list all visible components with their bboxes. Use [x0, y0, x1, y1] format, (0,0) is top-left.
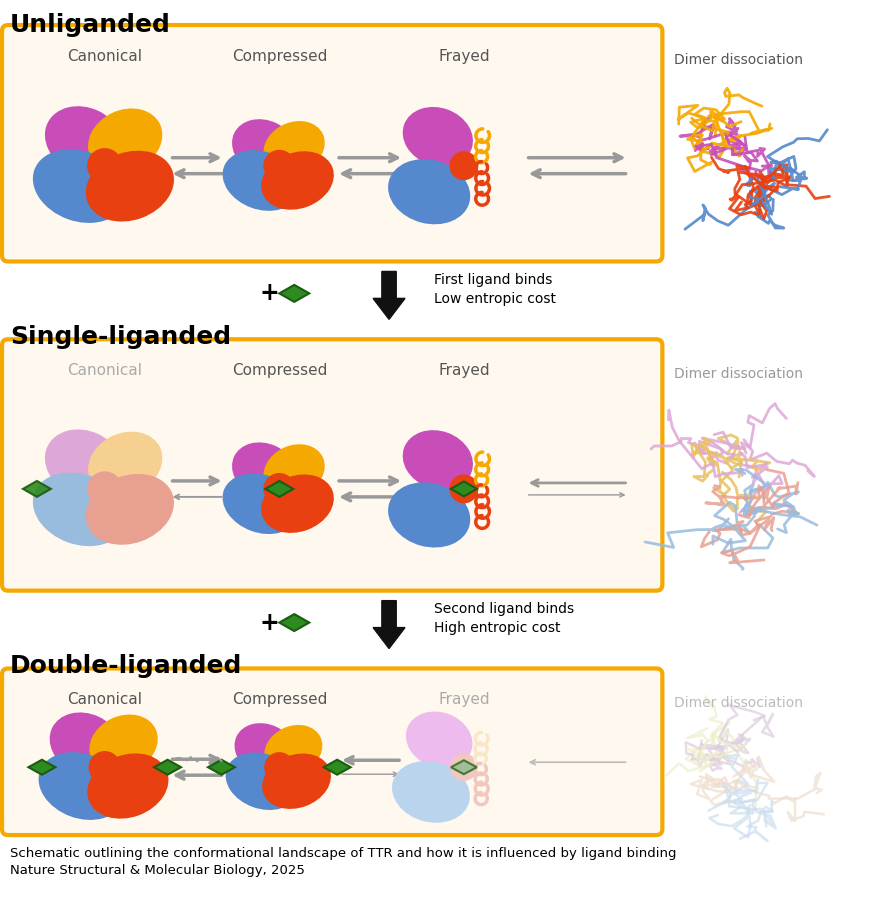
Ellipse shape — [38, 752, 124, 820]
Text: Dimer dissociation: Dimer dissociation — [673, 697, 802, 710]
Ellipse shape — [263, 444, 324, 497]
Polygon shape — [373, 601, 405, 648]
Text: Compressed: Compressed — [231, 692, 327, 708]
Polygon shape — [450, 761, 476, 774]
Ellipse shape — [449, 475, 478, 503]
Text: Canonical: Canonical — [67, 49, 142, 64]
Polygon shape — [279, 614, 308, 631]
Ellipse shape — [88, 432, 163, 496]
Ellipse shape — [449, 753, 477, 781]
Polygon shape — [373, 271, 405, 319]
Polygon shape — [279, 285, 308, 302]
Ellipse shape — [86, 474, 174, 545]
Ellipse shape — [235, 723, 295, 777]
Text: Schematic outlining the conformational landscape of TTR and how it is influenced: Schematic outlining the conformational l… — [10, 847, 676, 860]
Ellipse shape — [89, 751, 121, 783]
Text: Canonical: Canonical — [67, 692, 142, 708]
Ellipse shape — [45, 430, 123, 498]
Ellipse shape — [388, 159, 469, 225]
Ellipse shape — [402, 430, 473, 490]
Ellipse shape — [87, 148, 123, 183]
Ellipse shape — [261, 475, 334, 533]
Ellipse shape — [50, 712, 123, 776]
Ellipse shape — [88, 109, 163, 173]
Ellipse shape — [232, 442, 296, 499]
Polygon shape — [154, 760, 181, 775]
Ellipse shape — [263, 473, 295, 505]
Text: Compressed: Compressed — [231, 363, 327, 378]
Polygon shape — [265, 481, 293, 497]
Ellipse shape — [449, 151, 478, 180]
Ellipse shape — [388, 483, 469, 547]
FancyBboxPatch shape — [2, 25, 661, 262]
Ellipse shape — [225, 752, 298, 810]
Text: First ligand binds
Low entropic cost: First ligand binds Low entropic cost — [434, 272, 555, 307]
Ellipse shape — [45, 106, 123, 175]
Ellipse shape — [262, 753, 330, 809]
Ellipse shape — [87, 471, 123, 506]
Ellipse shape — [392, 761, 469, 823]
Ellipse shape — [90, 715, 157, 774]
Text: Frayed: Frayed — [438, 692, 489, 708]
Text: Second ligand binds
High entropic cost: Second ligand binds High entropic cost — [434, 601, 574, 636]
Text: Frayed: Frayed — [438, 49, 489, 64]
Polygon shape — [23, 481, 50, 497]
Ellipse shape — [402, 107, 473, 166]
Polygon shape — [323, 760, 350, 775]
Ellipse shape — [222, 150, 299, 211]
Ellipse shape — [261, 151, 334, 209]
Ellipse shape — [264, 725, 322, 775]
Ellipse shape — [232, 120, 296, 176]
Ellipse shape — [263, 121, 324, 174]
Text: Dimer dissociation: Dimer dissociation — [673, 53, 802, 67]
Text: Compressed: Compressed — [231, 49, 327, 64]
Polygon shape — [450, 482, 476, 496]
Ellipse shape — [222, 474, 299, 534]
Ellipse shape — [33, 149, 126, 223]
Ellipse shape — [264, 752, 294, 782]
Polygon shape — [208, 760, 235, 775]
Text: Unliganded: Unliganded — [10, 13, 170, 37]
Ellipse shape — [263, 150, 295, 182]
Text: Canonical: Canonical — [67, 363, 142, 378]
FancyBboxPatch shape — [2, 669, 661, 835]
FancyBboxPatch shape — [2, 339, 661, 591]
Text: +: + — [259, 281, 279, 306]
Ellipse shape — [86, 151, 174, 221]
Polygon shape — [29, 760, 56, 775]
Ellipse shape — [87, 753, 169, 819]
Text: Double-liganded: Double-liganded — [10, 654, 242, 679]
Text: Nature Structural & Molecular Biology, 2025: Nature Structural & Molecular Biology, 2… — [10, 864, 304, 877]
Text: Dimer dissociation: Dimer dissociation — [673, 367, 802, 381]
Text: Frayed: Frayed — [438, 363, 489, 378]
Text: Single-liganded: Single-liganded — [10, 325, 231, 350]
Ellipse shape — [406, 711, 472, 768]
Text: +: + — [259, 610, 279, 635]
Ellipse shape — [33, 473, 126, 547]
